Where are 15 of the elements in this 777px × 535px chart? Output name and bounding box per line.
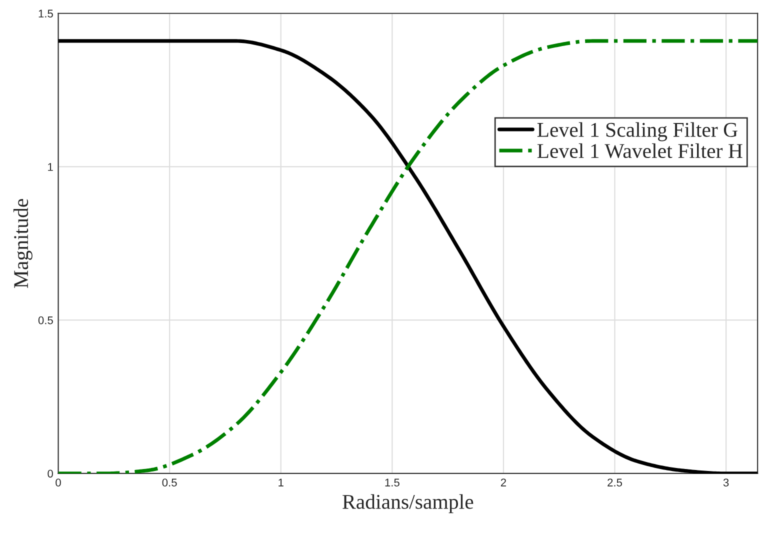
- y-tick-label: 0: [48, 470, 53, 478]
- y-axis-title: Magnitude: [13, 199, 32, 288]
- x-tick-label: 2: [500, 478, 506, 486]
- x-tick-label: 2.5: [608, 478, 622, 486]
- legend-label: Level 1 Wavelet Filter H: [537, 143, 742, 158]
- y-tick-label: 0.5: [38, 316, 53, 324]
- x-tick-label: 0: [56, 478, 61, 486]
- x-tick-label: 0.5: [162, 478, 177, 486]
- x-tick-label: 1: [278, 478, 284, 486]
- legend-label: Level 1 Scaling Filter G: [537, 122, 738, 142]
- y-tick-label: 1: [48, 163, 53, 171]
- x-axis-title: Radians/sample: [342, 494, 474, 514]
- x-tick-label: 1.5: [385, 478, 400, 486]
- x-tick-label: 3: [723, 478, 729, 486]
- y-tick-label: 1.5: [38, 10, 53, 18]
